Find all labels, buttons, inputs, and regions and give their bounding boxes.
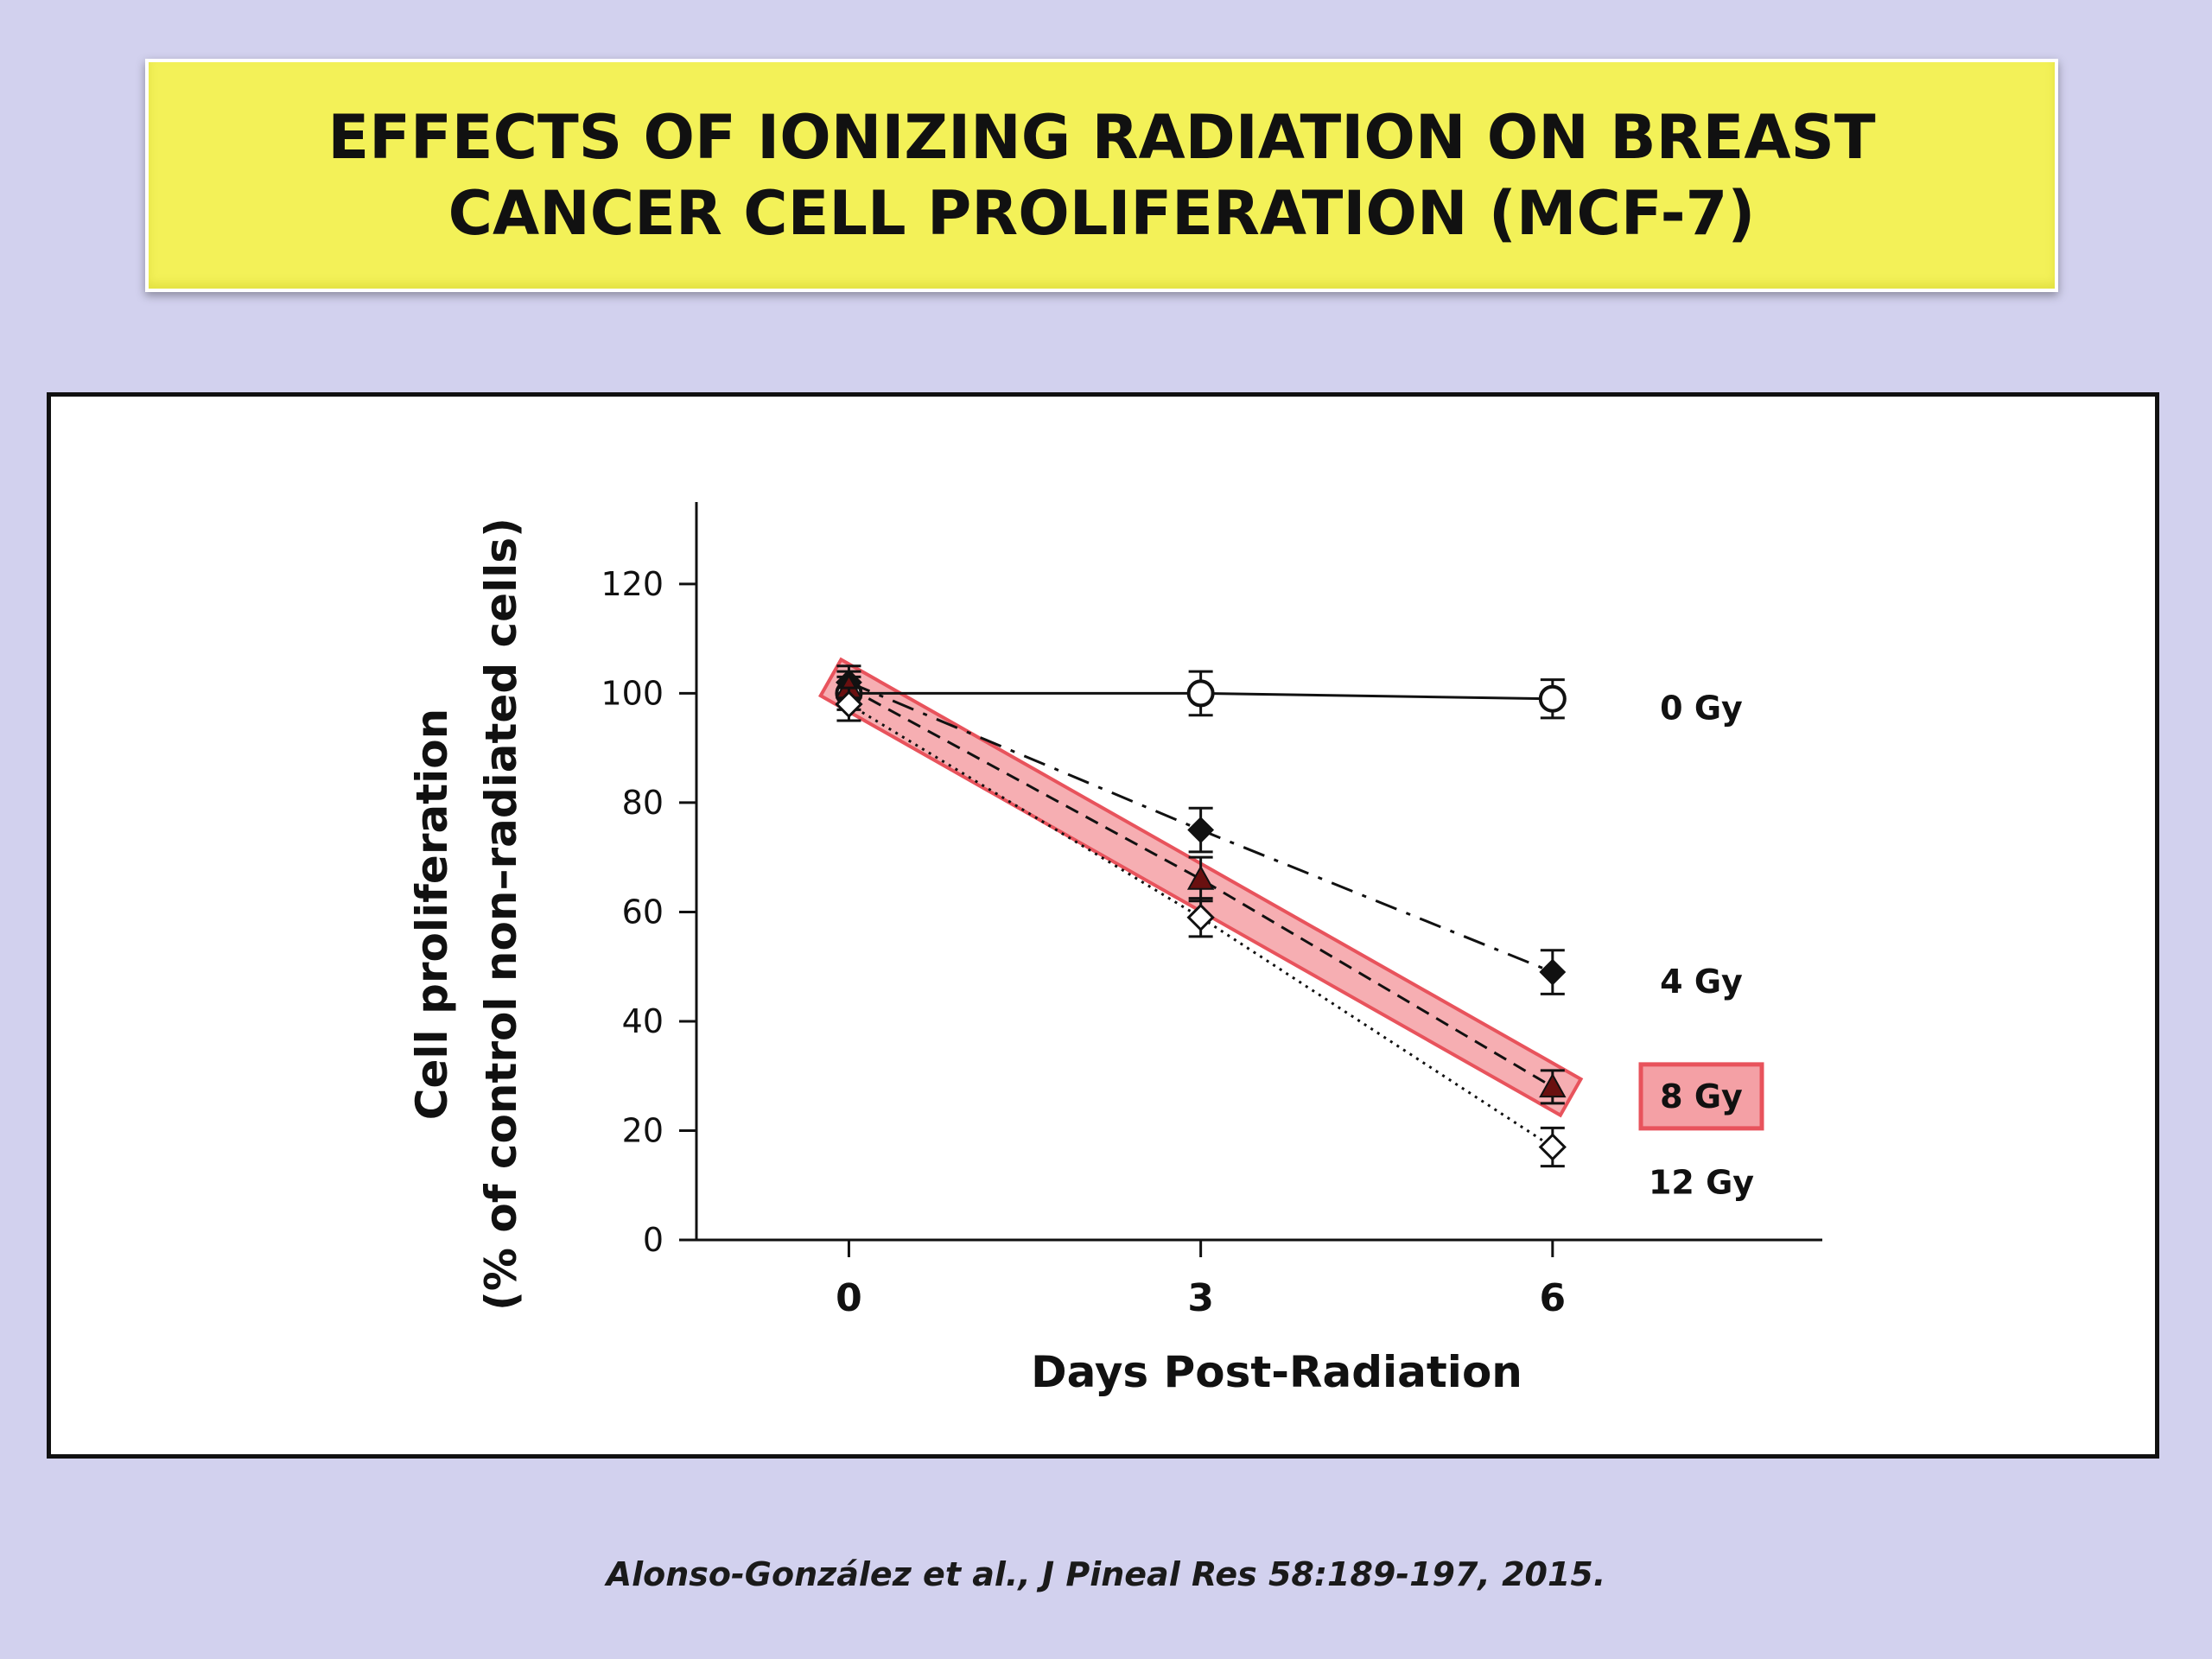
title-line-1: EFFECTS OF IONIZING RADIATION ON BREAST	[327, 102, 1876, 173]
y-axis-subtitle: (% of control non–radiated cells)	[476, 518, 526, 1311]
x-tick-label: 3	[1187, 1276, 1214, 1320]
chart-labels: 0 Gy 4 Gy 8 Gy 12 Gy	[1638, 690, 1764, 1201]
point-4gy	[1187, 817, 1215, 843]
chart: 0 20 40 60 80 100 120 0 3 6 Days Post-Radiation Cel…	[407, 502, 1822, 1397]
y-axis-title: Cell proliferation	[407, 709, 457, 1120]
citation: Alonso-González et al., J Pineal Res 58:…	[606, 1555, 1606, 1593]
series-label-0gy: 0 Gy	[1660, 690, 1743, 728]
chart-axes: 0 20 40 60 80 100 120 0 3 6 Days Post-Radiation Cel…	[407, 502, 1822, 1397]
y-tick-label: 80	[622, 784, 664, 822]
series-label-8gy: 8 Gy	[1660, 1077, 1743, 1116]
point-0gy	[1186, 679, 1215, 708]
chart-frame: 0 20 40 60 80 100 120 0 3 6 Days Post-Radiation Cel…	[47, 392, 2159, 1459]
point-12gy	[1538, 1133, 1567, 1161]
y-tick-label: 0	[643, 1221, 664, 1259]
point-12gy	[1186, 903, 1215, 931]
point-0gy	[1538, 684, 1567, 713]
highlight-label-box	[1638, 1062, 1764, 1131]
point-8gy	[1539, 1072, 1567, 1098]
point-8gy	[1186, 865, 1215, 890]
title-line-2: CANCER CELL PROLIFERATION (MCF-7)	[448, 178, 1756, 249]
y-tick-label: 100	[601, 674, 664, 712]
x-tick-label: 0	[836, 1276, 862, 1320]
y-tick-label: 40	[622, 1002, 664, 1040]
x-axis-title: Days Post-Radiation	[1031, 1347, 1522, 1397]
point-4gy	[1539, 958, 1567, 986]
series-markers	[835, 664, 1567, 1168]
y-tick-label: 20	[622, 1111, 664, 1149]
title-banner: EFFECTS OF IONIZING RADIATION ON BREAST …	[145, 59, 2058, 292]
series-label-12gy: 12 Gy	[1649, 1163, 1754, 1201]
series-label-4gy: 4 Gy	[1660, 963, 1743, 1001]
y-tick-label: 120	[601, 565, 664, 603]
x-tick-label: 6	[1540, 1276, 1567, 1320]
y-tick-label: 60	[622, 893, 664, 931]
point-12gy	[835, 690, 863, 719]
